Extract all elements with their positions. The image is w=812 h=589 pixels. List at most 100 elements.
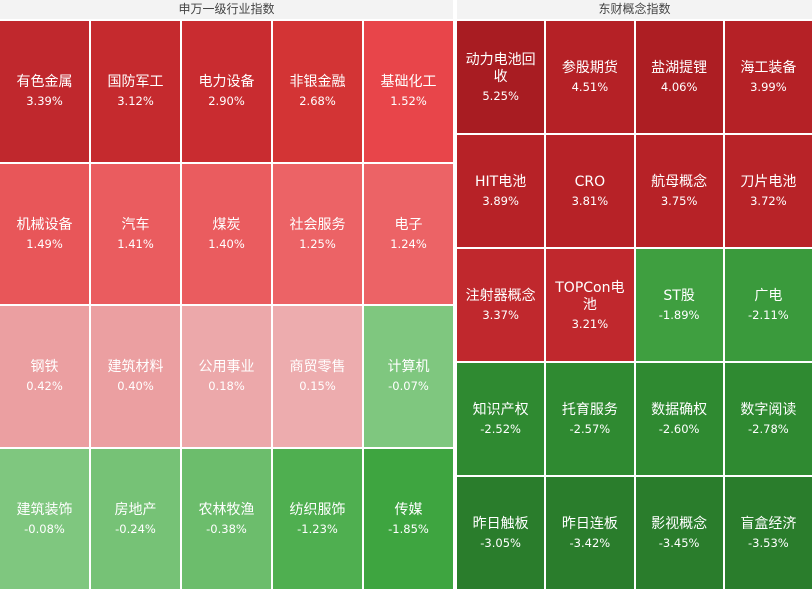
heatmap-cell: 有色金属 3.39% [0,21,89,162]
heatmap-cell: TOPCon电池 3.21% [546,249,634,361]
cell-value: 1.24% [390,236,427,251]
cell-name: 动力电池回收 [465,51,536,85]
cell-name: 盐湖提锂 [651,60,708,76]
cell-value: -2.78% [748,422,789,436]
cell-name: 机械设备 [16,216,73,233]
panel: 东财概念指数 动力电池回收 5.25% 参股期货 4.51% 盐湖提锂 4.06% 海工装备… [457,0,812,589]
cell-name: 昨日触板 [472,516,529,532]
cell-name: 房地产 [114,501,157,518]
cell-value: 1.52% [390,94,427,109]
cell-value: -3.53% [748,536,789,550]
heatmap-cell: 电力设备 2.90% [182,21,271,162]
cell-name: 数据确权 [651,402,708,418]
heatmap-cell: 影视概念 -3.45% [635,477,723,589]
heatmap-cell: 参股期货 4.51% [546,21,634,133]
heatmap-cell: 建筑装饰 -0.08% [0,448,89,589]
cell-name: 海工装备 [740,60,797,76]
grid: 动力电池回收 5.25% 参股期货 4.51% 盐湖提锂 4.06% 海工装备 3.99% HI… [457,19,812,589]
cell-name: 农林牧渔 [198,501,255,518]
cell-name: 影视概念 [651,516,708,532]
cell-name: 电力设备 [198,74,255,91]
cell-value: 3.72% [750,194,787,208]
cell-value: 0.15% [299,379,336,394]
cell-value: 3.12% [117,94,154,109]
cell-value: 3.39% [26,94,63,109]
cell-name: 社会服务 [289,216,346,233]
cell-name: 计算机 [387,359,430,376]
heatmap-cell: 海工装备 3.99% [724,21,812,133]
heatmap-cell: 纺织服饰 -1.23% [273,448,362,589]
cell-name: 建筑材料 [107,359,164,376]
heatmap-cell: 机械设备 1.49% [0,163,89,304]
cell-name: 电子 [394,216,423,233]
cell-value: 3.99% [750,80,787,94]
heatmap-cell: 注射器概念 3.37% [457,249,545,361]
cell-value: 1.40% [208,236,245,251]
heatmap-cell: ST股 -1.89% [635,249,723,361]
cell-name: HIT电池 [475,174,527,190]
heatmap-cell: 非银金融 2.68% [273,21,362,162]
cell-value: 2.68% [299,94,336,109]
cell-value: 3.37% [482,308,519,322]
grid: 有色金属 3.39% 国防军工 3.12% 电力设备 2.90% 非银金融 2.68% 基础化工… [0,19,453,589]
heatmap-cell: 建筑材料 0.40% [91,306,180,447]
cell-name: 有色金属 [16,74,73,91]
cell-value: 3.75% [660,194,698,208]
cell-value: 4.51% [571,80,609,94]
heatmap-cell: 钢铁 0.42% [0,306,89,447]
cell-value: -2.57% [569,422,611,436]
heatmap-cell: 盲盒经济 -3.53% [724,477,812,589]
heatmap-cell: 公用事业 0.18% [182,306,271,447]
cell-value: 0.42% [26,379,63,394]
heatmap-cell: 盐湖提锂 4.06% [635,21,723,133]
cell-value: -0.08% [24,521,65,536]
cell-value: -1.23% [297,521,338,536]
panel-title: 东财概念指数 [457,0,812,19]
cell-value: 0.18% [208,379,245,394]
cell-value: -3.42% [569,536,611,550]
cell-name: 数字阅读 [740,402,797,418]
cell-value: 1.41% [117,236,154,251]
heatmap-cell: 煤炭 1.40% [182,163,271,304]
cell-value: 3.21% [571,316,609,331]
heatmap-cell: 社会服务 1.25% [273,163,362,304]
heatmap-cell: 昨日连板 -3.42% [546,477,634,589]
cell-value: -0.38% [206,521,247,536]
heatmap-cell: 托育服务 -2.57% [546,363,634,475]
cell-value: -3.05% [480,536,521,550]
heatmap-cell: 商贸零售 0.15% [273,306,362,447]
cell-name: 商贸零售 [289,359,346,376]
cell-value: -1.85% [388,521,429,536]
cell-value: 4.06% [660,80,698,94]
heatmap-cell: 昨日触板 -3.05% [457,477,545,589]
cell-name: 建筑装饰 [16,501,73,518]
heatmap-cell: 广电 -2.11% [724,249,812,361]
cell-name: 注射器概念 [465,288,536,304]
heatmap-cell: 房地产 -0.24% [91,448,180,589]
cell-value: -0.24% [115,521,156,536]
cell-name: 传媒 [394,501,423,518]
cell-value: 2.90% [208,94,245,109]
heatmap-cell: 动力电池回收 5.25% [457,21,545,133]
cell-name: 基础化工 [380,74,437,91]
cell-value: -2.60% [658,422,700,436]
cell-name: 刀片电池 [740,174,797,190]
cell-value: -3.45% [658,536,700,550]
cell-value: -2.11% [748,308,789,322]
cell-name: 公用事业 [198,359,255,376]
cell-value: 1.49% [26,236,63,251]
cell-name: 纺织服饰 [289,501,346,518]
cell-name: ST股 [663,288,695,304]
heatmap-cell: 知识产权 -2.52% [457,363,545,475]
cell-value: 5.25% [482,88,519,103]
cell-name: 昨日连板 [561,516,618,532]
heatmap-cell: 基础化工 1.52% [364,21,453,162]
cell-value: 0.40% [117,379,154,394]
cell-value: 3.89% [482,194,519,208]
heatmap-cell: 传媒 -1.85% [364,448,453,589]
heatmap-cell: 计算机 -0.07% [364,306,453,447]
heatmap-cell: CRO 3.81% [546,135,634,247]
cell-name: 非银金融 [289,74,346,91]
heatmap-cell: 数据确权 -2.60% [635,363,723,475]
